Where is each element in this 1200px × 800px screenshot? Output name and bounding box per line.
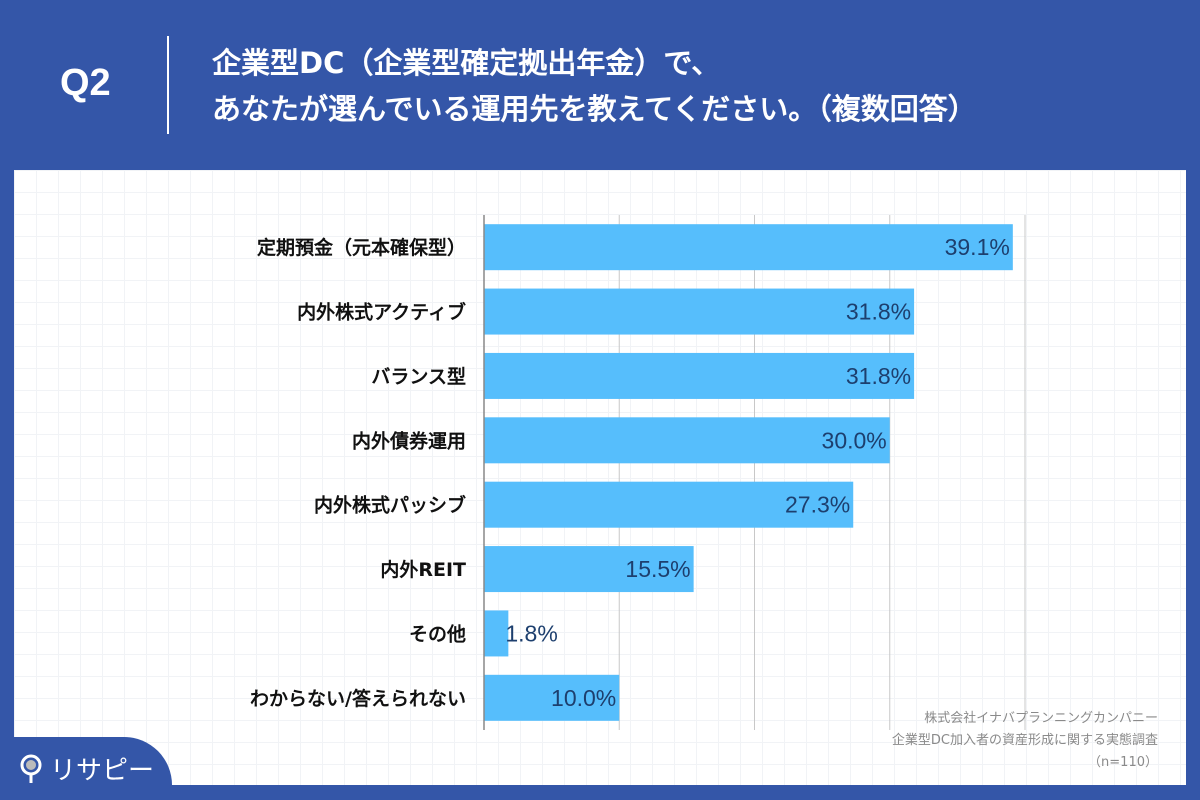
source-sample: （n=110） bbox=[1088, 755, 1158, 770]
category-label: その他 bbox=[409, 622, 466, 645]
source-note: 株式会社イナバプランニングカンパニー 企業型DC加入者の資産形成に関する実態調査… bbox=[892, 708, 1158, 774]
data-label: 30.0% bbox=[822, 427, 887, 453]
bar bbox=[484, 352, 915, 399]
pin-icon bbox=[20, 754, 42, 783]
data-label: 10.0% bbox=[551, 685, 616, 711]
data-label: 31.8% bbox=[846, 363, 911, 389]
category-label: 内外REIT bbox=[380, 558, 466, 581]
bar bbox=[484, 481, 854, 528]
bar bbox=[484, 224, 1013, 271]
category-label: わからない/答えられない bbox=[250, 687, 466, 710]
data-label: 31.8% bbox=[846, 299, 911, 325]
title-line-2: あなたが選んでいる運用先を教えてください。（複数回答） bbox=[212, 92, 977, 126]
header-divider bbox=[167, 36, 169, 134]
data-label: 27.3% bbox=[785, 492, 850, 518]
category-label: 定期預金（元本確保型） bbox=[257, 236, 466, 259]
bar bbox=[484, 674, 620, 721]
data-label: 39.1% bbox=[945, 234, 1010, 260]
logo: リサピー bbox=[18, 750, 154, 787]
category-label: 内外株式パッシブ bbox=[314, 494, 466, 517]
data-label: 15.5% bbox=[625, 556, 690, 582]
title-line-1: 企業型DC（企業型確定拠出年金）で、 bbox=[212, 46, 721, 80]
logo-text: リサピー bbox=[50, 756, 155, 786]
bar bbox=[484, 288, 915, 335]
source-survey: 企業型DC加入者の資産形成に関する実態調査 bbox=[891, 733, 1158, 748]
page-title: 企業型DC（企業型確定拠出年金）で、 あなたが選んでいる運用先を教えてください。… bbox=[212, 40, 977, 132]
category-label: 内外株式アクティブ bbox=[297, 301, 466, 324]
bar bbox=[484, 417, 890, 464]
bar bbox=[484, 610, 509, 657]
source-company: 株式会社イナバプランニングカンパニー bbox=[924, 711, 1158, 726]
data-label: 1.8% bbox=[505, 620, 557, 646]
question-number: Q2 bbox=[60, 62, 111, 104]
category-label: バランス型 bbox=[371, 365, 466, 388]
bar bbox=[484, 546, 694, 593]
category-label: 内外債券運用 bbox=[352, 429, 466, 452]
